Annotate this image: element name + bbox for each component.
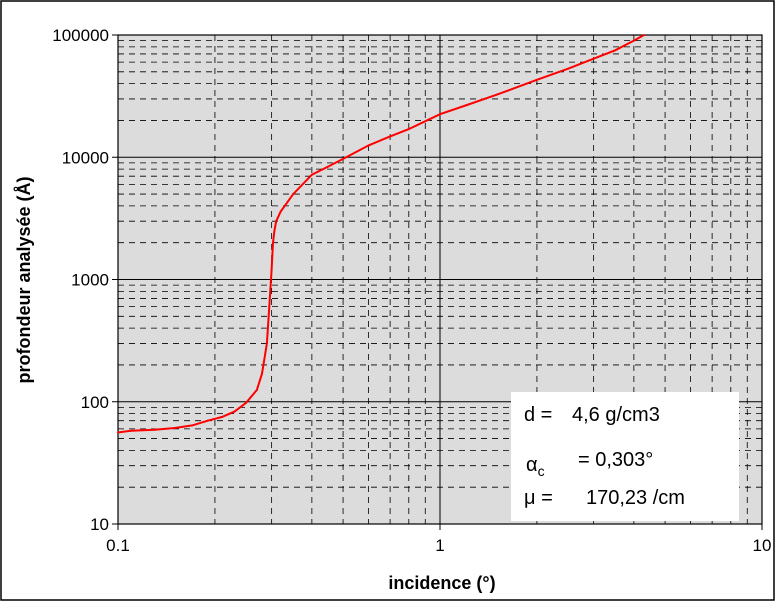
data-point <box>130 429 133 432</box>
y-tick-label: 100 <box>81 393 109 412</box>
data-point <box>592 57 595 60</box>
data-point <box>407 128 410 131</box>
mu-label: μ = <box>524 487 553 509</box>
data-point <box>220 416 223 419</box>
y-tick-label: 10000 <box>62 148 109 167</box>
y-axis-label: profondeur analysée (Å) <box>14 176 34 383</box>
x-axis-label: incidence (°) <box>388 573 495 593</box>
data-point <box>495 93 498 96</box>
parameter-legend: d = 4,6 g/cm3 αc = 0,303° μ = 170,23 /cm <box>511 392 739 521</box>
data-point <box>191 424 194 427</box>
data-point <box>206 419 209 422</box>
data-point <box>292 193 295 196</box>
x-tick-label: 1 <box>435 536 444 555</box>
data-point <box>255 388 258 391</box>
series-points <box>117 34 645 434</box>
data-point <box>272 241 275 244</box>
y-axis-ticks: 10 100 1000 10000 100000 <box>52 26 118 534</box>
data-point <box>632 39 635 42</box>
series-line <box>117 34 645 434</box>
data-point <box>279 210 282 213</box>
data-point <box>270 268 273 271</box>
data-point <box>439 113 441 116</box>
x-tick-label: 0.1 <box>106 536 130 555</box>
data-point <box>173 426 176 429</box>
data-point <box>342 157 345 160</box>
data-point <box>367 144 370 147</box>
x-tick-label: 10 <box>753 536 772 555</box>
data-point <box>117 431 119 434</box>
x-axis-ticks: 0.1 1 10 <box>106 524 771 555</box>
alpha-subscript: c <box>538 463 545 479</box>
data-point <box>642 34 645 36</box>
y-tick-label: 10 <box>90 515 109 534</box>
data-point <box>389 135 392 138</box>
alpha-symbol: α <box>526 454 538 476</box>
major-grid <box>118 35 762 524</box>
data-point <box>273 229 276 232</box>
data-point <box>464 104 467 107</box>
density-value: 4,6 g/cm3 <box>572 404 660 426</box>
data-point <box>275 220 278 223</box>
data-point <box>233 410 236 413</box>
critical-angle-label: αc <box>526 454 545 479</box>
data-point <box>245 401 248 404</box>
critical-angle-value: = 0,303° <box>578 449 653 471</box>
y-tick-label: 1000 <box>71 271 109 290</box>
data-point <box>268 305 271 308</box>
data-point <box>327 165 330 168</box>
data-point <box>614 49 617 52</box>
mu-value: 170,23 /cm <box>586 487 685 509</box>
data-point <box>310 173 313 176</box>
data-point <box>260 372 263 375</box>
density-label: d = <box>524 404 552 426</box>
data-point <box>265 342 268 345</box>
data-point <box>153 428 156 431</box>
data-point <box>535 78 538 81</box>
y-tick-label: 100000 <box>52 26 109 45</box>
legend-box <box>511 392 739 521</box>
data-point <box>567 67 570 70</box>
